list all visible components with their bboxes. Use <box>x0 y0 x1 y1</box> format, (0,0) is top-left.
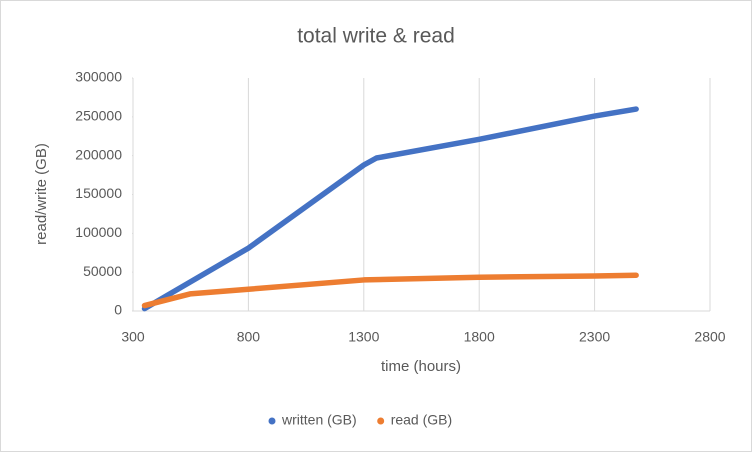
x-tick-label: 1800 <box>464 329 495 345</box>
y-tick-label: 250000 <box>75 108 122 124</box>
y-tick-label: 50000 <box>83 263 122 279</box>
y-tick-label: 300000 <box>75 69 122 85</box>
x-tick-label: 800 <box>237 329 261 345</box>
y-tick-label: 100000 <box>75 224 122 240</box>
x-tick-label: 300 <box>121 329 145 345</box>
y-tick-label: 150000 <box>75 185 122 201</box>
chart-title: total write & read <box>297 25 455 48</box>
y-axis-title: read/write (GB) <box>33 143 50 245</box>
legend-marker <box>377 417 385 425</box>
series-line <box>141 272 639 309</box>
legend-label: written (GB) <box>281 412 357 428</box>
legend-label: read (GB) <box>391 412 452 428</box>
x-tick-label: 2300 <box>579 329 610 345</box>
y-tick-label: 0 <box>114 302 122 318</box>
x-tick-label: 2800 <box>694 329 725 345</box>
series-line <box>141 106 639 312</box>
legend-marker <box>268 417 276 425</box>
x-axis-title: time (hours) <box>381 358 461 375</box>
y-tick-label: 200000 <box>75 146 122 162</box>
x-tick-label: 1300 <box>348 329 379 345</box>
